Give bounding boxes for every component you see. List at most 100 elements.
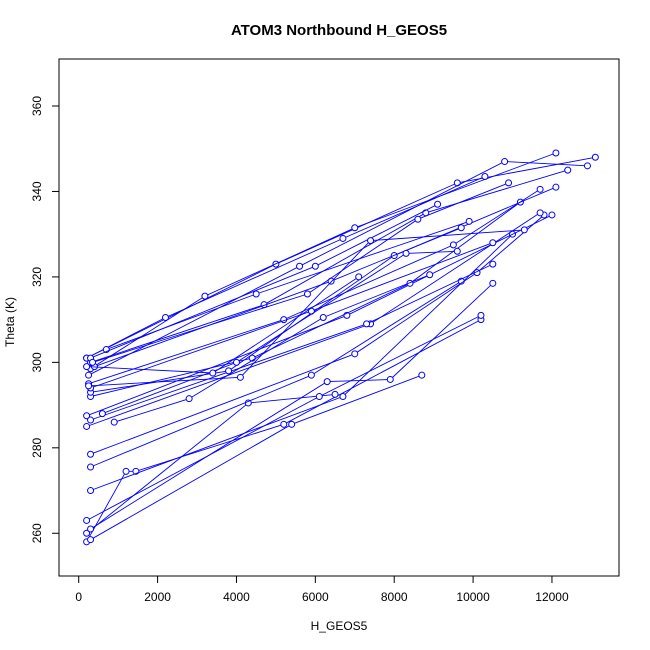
series-line	[106, 220, 470, 350]
series-line	[86, 276, 359, 374]
series	[83, 316, 485, 546]
data-point	[87, 463, 95, 471]
data-point	[505, 179, 513, 187]
data-point	[367, 237, 375, 245]
series	[83, 311, 485, 524]
data-point	[331, 390, 339, 398]
series	[102, 217, 473, 354]
data-point	[564, 166, 572, 174]
series	[87, 230, 517, 495]
series-line	[88, 229, 525, 387]
data-point	[457, 224, 465, 232]
data-point	[477, 311, 485, 319]
data-point	[209, 369, 217, 377]
series-line	[86, 176, 486, 359]
data-point	[87, 450, 95, 458]
series	[83, 173, 489, 362]
data-point	[355, 273, 363, 281]
series	[85, 185, 544, 388]
data-point	[89, 358, 97, 366]
data-point	[87, 525, 95, 533]
series	[87, 166, 572, 366]
data-point	[236, 373, 244, 381]
data-point	[85, 371, 93, 379]
series-line	[90, 374, 422, 541]
data-point	[489, 239, 497, 247]
data-point	[449, 241, 457, 249]
y-axis-label: Theta (K)	[3, 297, 17, 347]
series-line	[92, 182, 509, 363]
x-tick-label: 2000	[144, 590, 171, 604]
series-line	[86, 393, 336, 534]
data-point	[339, 393, 347, 401]
data-point	[489, 279, 497, 287]
x-axis: 0 2000 4000 6000 8000 10000 12000	[75, 575, 569, 604]
x-tick-label: 4000	[223, 590, 250, 604]
data-point	[434, 200, 442, 208]
data-point	[87, 487, 95, 495]
data-point	[552, 183, 560, 191]
data-point	[98, 410, 106, 418]
data-point	[402, 249, 410, 257]
x-tick-label: 0	[75, 590, 82, 604]
series	[85, 226, 528, 390]
x-tick-label: 12000	[535, 590, 569, 604]
series-line	[88, 161, 588, 376]
data-series	[83, 149, 599, 546]
series-line	[90, 282, 494, 530]
y-tick-label: 280	[30, 437, 44, 457]
series	[83, 153, 599, 362]
data-point	[501, 158, 509, 166]
data-point	[83, 529, 91, 537]
series-line	[90, 169, 568, 363]
y-tick-label: 260	[30, 523, 44, 543]
series	[83, 211, 556, 420]
plot-frame	[58, 58, 620, 577]
data-point	[280, 420, 288, 428]
y-axis: 260 280 300 320 340 360	[30, 96, 60, 543]
x-tick-label: 10000	[456, 590, 490, 604]
data-point	[110, 418, 118, 426]
data-point	[303, 290, 311, 298]
x-axis-label: H_GEOS5	[311, 619, 368, 633]
series-line	[90, 203, 438, 359]
data-point	[386, 375, 394, 383]
data-point	[552, 149, 560, 157]
data-point	[315, 393, 323, 401]
data-point	[307, 371, 315, 379]
series	[110, 271, 434, 426]
series-line	[114, 274, 430, 423]
series	[85, 158, 591, 379]
data-point	[481, 173, 489, 180]
y-tick-label: 360	[30, 96, 44, 116]
data-point	[83, 516, 91, 524]
series-line	[102, 250, 458, 415]
series-line	[90, 242, 493, 389]
data-point	[87, 536, 95, 544]
chart-title: ATOM3 Northbound H_GEOS5	[231, 22, 447, 39]
data-point	[520, 226, 528, 234]
data-point	[288, 420, 296, 428]
data-point	[225, 367, 233, 375]
data-point	[583, 162, 591, 170]
series-line	[86, 156, 596, 359]
data-point	[296, 262, 304, 270]
y-tick-label: 300	[30, 352, 44, 372]
data-point	[351, 224, 359, 232]
series	[87, 239, 497, 392]
data-point	[536, 209, 544, 217]
data-point	[161, 314, 169, 321]
series	[98, 247, 461, 418]
data-point	[548, 211, 556, 219]
data-point	[83, 412, 91, 420]
data-point	[414, 215, 422, 223]
data-point	[418, 371, 426, 379]
data-point	[536, 185, 544, 193]
series-line	[90, 280, 462, 468]
data-point	[122, 467, 130, 475]
data-point	[351, 350, 359, 358]
series-line	[90, 201, 521, 397]
data-point	[426, 271, 434, 279]
